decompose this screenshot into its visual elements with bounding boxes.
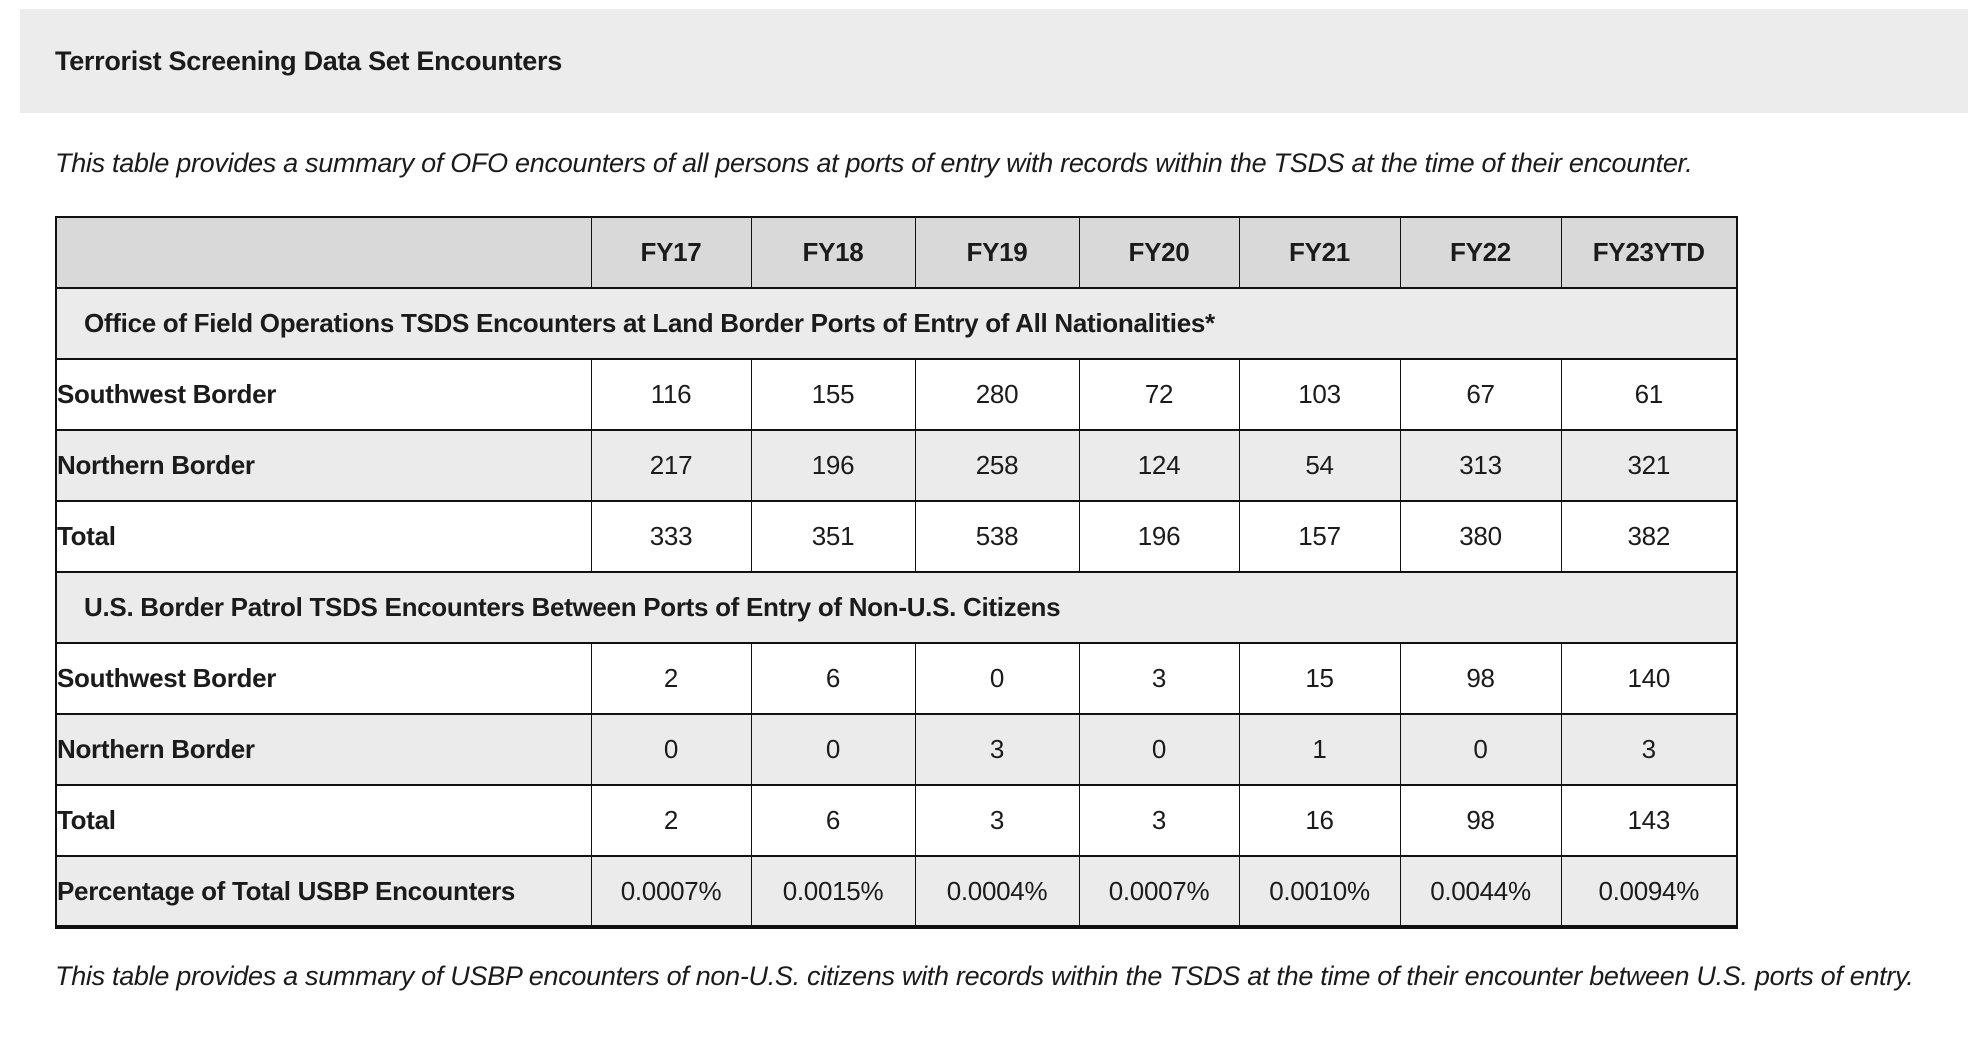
table-row: Total 333 351 538 196 157 380 382 [55,500,1738,573]
table-row: Southwest Border 116 155 280 72 103 67 61 [55,358,1738,431]
value-cell: 321 [1560,429,1738,502]
row-label: Northern Border [55,429,592,502]
value-cell: 155 [750,358,916,431]
value-cell: 0 [750,713,916,786]
value-cell: 351 [750,500,916,573]
value-cell: 3 [1078,784,1240,857]
value-cell: 382 [1560,500,1738,573]
value-cell: 3 [1560,713,1738,786]
value-cell: 0.0015% [750,855,916,928]
value-cell: 380 [1399,500,1562,573]
value-cell: 0.0044% [1399,855,1562,928]
value-cell: 54 [1238,429,1401,502]
column-header: FY22 [1399,216,1562,289]
value-cell: 98 [1399,784,1562,857]
value-cell: 280 [914,358,1080,431]
table-caption-bottom: This table provides a summary of USBP en… [55,961,1914,991]
value-cell: 6 [750,784,916,857]
value-cell: 196 [750,429,916,502]
value-cell: 72 [1078,358,1240,431]
table-header: FY17 FY18 FY19 FY20 FY21 FY22 FY23YTD [55,216,1738,289]
section-header-row: U.S. Border Patrol TSDS Encounters Betwe… [55,571,1738,644]
value-cell: 217 [590,429,752,502]
value-cell: 0 [914,642,1080,715]
table-body: Office of Field Operations TSDS Encounte… [55,287,1738,928]
value-cell: 143 [1560,784,1738,857]
value-cell: 140 [1560,642,1738,715]
value-cell: 0 [1399,713,1562,786]
table-caption-top: This table provides a summary of OFO enc… [55,148,1693,178]
row-label: Southwest Border [55,358,592,431]
value-cell: 124 [1078,429,1240,502]
value-cell: 1 [1238,713,1401,786]
column-header: FY23YTD [1560,216,1738,289]
value-cell: 2 [590,784,752,857]
table-row: Total 2 6 3 3 16 98 143 [55,784,1738,857]
column-header: FY21 [1238,216,1401,289]
column-header-row: FY17 FY18 FY19 FY20 FY21 FY22 FY23YTD [55,216,1738,289]
value-cell: 116 [590,358,752,431]
value-cell: 15 [1238,642,1401,715]
value-cell: 0.0094% [1560,855,1738,928]
value-cell: 333 [590,500,752,573]
row-label: Total [55,784,592,857]
value-cell: 258 [914,429,1080,502]
value-cell: 0 [1078,713,1240,786]
value-cell: 313 [1399,429,1562,502]
table-row: Southwest Border 2 6 0 3 15 98 140 [55,642,1738,715]
value-cell: 98 [1399,642,1562,715]
value-cell: 0 [590,713,752,786]
value-cell: 67 [1399,358,1562,431]
percentage-row: Percentage of Total USBP Encounters 0.000… [55,855,1738,928]
value-cell: 0.0007% [1078,855,1240,928]
page-title: Terrorist Screening Data Set Encounters [55,45,562,76]
section-header-row: Office of Field Operations TSDS Encounte… [55,287,1738,360]
value-cell: 103 [1238,358,1401,431]
value-cell: 61 [1560,358,1738,431]
value-cell: 16 [1238,784,1401,857]
value-cell: 0.0004% [914,855,1080,928]
page-title-bar: Terrorist Screening Data Set Encounters [20,9,1968,113]
column-header: FY17 [590,216,752,289]
row-label: Northern Border [55,713,592,786]
section-header: U.S. Border Patrol TSDS Encounters Betwe… [55,571,1738,644]
row-label: Percentage of Total USBP Encounters [55,855,592,928]
value-cell: 157 [1238,500,1401,573]
value-cell: 3 [914,784,1080,857]
column-header: FY20 [1078,216,1240,289]
value-cell: 196 [1078,500,1240,573]
corner-cell [55,216,592,289]
value-cell: 3 [1078,642,1240,715]
value-cell: 0.0010% [1238,855,1401,928]
table-row: Northern Border 217 196 258 124 54 313 321 [55,429,1738,502]
value-cell: 6 [750,642,916,715]
table-row: Northern Border 0 0 3 0 1 0 3 [55,713,1738,786]
row-label: Total [55,500,592,573]
row-label: Southwest Border [55,642,592,715]
column-header: FY18 [750,216,916,289]
value-cell: 3 [914,713,1080,786]
value-cell: 2 [590,642,752,715]
value-cell: 538 [914,500,1080,573]
tsds-encounters-table: FY17 FY18 FY19 FY20 FY21 FY22 FY23YTD Office o… [55,216,1738,929]
column-header: FY19 [914,216,1080,289]
section-header: Office of Field Operations TSDS Encounte… [55,287,1738,360]
value-cell: 0.0007% [590,855,752,928]
